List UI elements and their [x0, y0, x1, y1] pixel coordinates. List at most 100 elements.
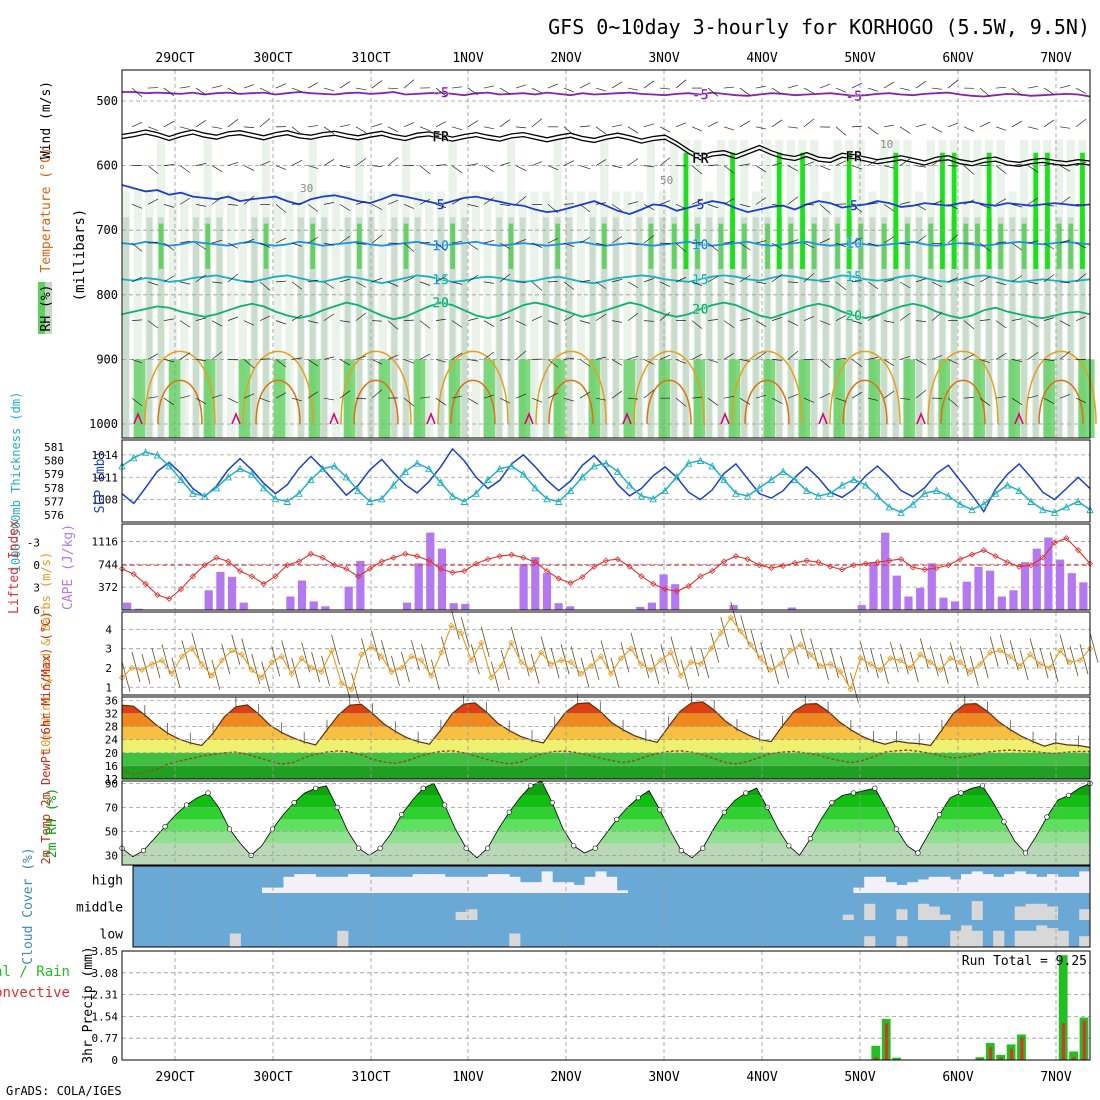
wind-speed-marker — [667, 649, 674, 656]
wind-speed-marker — [957, 659, 964, 666]
wind-barb — [275, 280, 287, 283]
rh-shading-moist — [800, 152, 805, 269]
lifted-index-marker — [248, 573, 255, 580]
thickness-marker — [1050, 508, 1059, 516]
cape-bar — [309, 601, 318, 610]
wind-barb — [851, 125, 863, 128]
rh-marker — [657, 807, 663, 813]
wind-barb — [627, 355, 639, 360]
wind-barb — [883, 236, 895, 244]
bottom-date-labels: 29OCT 30OCT 31OCT 1NOV 2NOV 3NOV 4NOV 5NOV 6NOV 7… — [155, 1070, 1071, 1085]
lifted-index-marker — [543, 568, 551, 575]
wind-barb — [227, 204, 239, 206]
cape-bar — [671, 584, 680, 610]
cloud-high-bar — [982, 874, 994, 893]
wind-speed-line — [121, 616, 1091, 691]
lifted-index-marker — [909, 564, 916, 571]
thickness-marker — [1074, 497, 1082, 505]
rh-shading-mid — [193, 217, 199, 438]
wind-barb-10m — [720, 617, 730, 648]
rh-shading-moist — [905, 223, 910, 269]
wind-barb — [915, 320, 927, 322]
wind-barb-10m — [919, 638, 929, 669]
thickness-marker — [425, 464, 433, 473]
thickness-marker — [401, 467, 410, 475]
wind-barb — [1011, 275, 1023, 283]
bottom-date-label: 4NOV — [746, 1070, 777, 1085]
wind-barb-10m — [191, 632, 201, 663]
wind-barb — [611, 165, 623, 169]
wind-barb — [979, 121, 991, 128]
wind-barb — [291, 242, 303, 247]
wind-barb — [291, 126, 303, 136]
rh-shading-mid — [951, 217, 957, 438]
wind-barb — [611, 359, 623, 366]
wind-barb — [307, 236, 319, 244]
temperature-contour-25 — [437, 350, 509, 425]
wind-barb — [611, 279, 623, 283]
rh-shading-moist — [1021, 223, 1027, 269]
wind-speed-marker — [657, 657, 664, 664]
thickness-marker — [519, 470, 528, 478]
wind-barb — [323, 281, 335, 289]
wind-barb-10m — [630, 632, 640, 663]
wind-barb — [675, 79, 687, 89]
wind-barb — [179, 395, 191, 399]
isotherm-label: -5 — [845, 89, 862, 105]
wind-barb — [819, 359, 831, 368]
lifted-index-marker — [1016, 563, 1023, 570]
cloud-high-bar — [874, 876, 886, 893]
cape-bar — [321, 606, 330, 610]
wind-barb — [547, 281, 559, 283]
wind-barb-10m — [301, 642, 311, 673]
wind-barb — [819, 320, 831, 325]
wind-speed-marker — [917, 651, 924, 658]
wind-barb-10m — [181, 640, 191, 671]
convective-bar — [1009, 1048, 1013, 1060]
lifted-index-marker — [366, 565, 373, 572]
wind-barb — [723, 320, 735, 328]
wind-barb — [643, 389, 655, 399]
wind-barb — [323, 159, 335, 166]
wind-barb — [995, 86, 1007, 89]
rh-tick-label: 50 — [105, 825, 118, 838]
wind-barb — [963, 281, 975, 287]
wind-barb-10m — [171, 657, 181, 688]
cape-bar — [869, 562, 878, 610]
lifted-index-marker — [661, 585, 669, 593]
temp-tick-label: 12 — [105, 773, 118, 786]
rh-shading-moist — [1045, 152, 1050, 269]
wind-barb-10m — [361, 638, 370, 669]
cloud-middle-bar — [939, 914, 951, 920]
wind-speed-marker — [438, 649, 445, 656]
cloud-middle-bar — [466, 909, 478, 920]
lifted-index-marker — [496, 553, 503, 560]
wind-barb — [851, 280, 863, 283]
wind-speed-marker — [777, 661, 784, 668]
wind-barb — [995, 165, 1007, 174]
wind-barb — [947, 122, 959, 128]
wind-barb — [499, 119, 511, 128]
axis-labels: (millibars) RH (%) Temperature (°C)Wind (m… — [0, 81, 108, 1064]
cloud-high-bar — [380, 876, 392, 893]
wind-barb — [691, 281, 703, 286]
rh-marker — [571, 843, 577, 849]
temp-tick-label: 20 — [105, 747, 118, 760]
wind-barb — [915, 359, 927, 365]
cloud-high-bar — [606, 876, 618, 893]
isotherm-line — [121, 301, 1091, 321]
rh-shading-light — [168, 191, 177, 438]
wind-barb — [147, 353, 159, 360]
lifted-index-marker — [591, 563, 598, 570]
cloud-low-bar — [1014, 930, 1026, 947]
rh-shading-mid — [403, 217, 409, 438]
wind-barb — [131, 242, 143, 252]
temperature-contour-35 — [818, 411, 828, 425]
rh-shading-mid — [519, 217, 526, 438]
cape-bar — [414, 563, 423, 610]
wind-barb — [547, 320, 559, 325]
wind-barb-10m — [231, 634, 241, 665]
wind-barb — [259, 397, 271, 403]
wind-barb-10m — [610, 657, 620, 688]
wind-barb — [547, 83, 559, 89]
